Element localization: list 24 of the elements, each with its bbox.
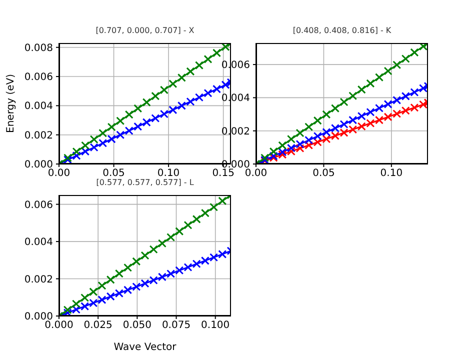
- chart-title: [0.707, 0.000, 0.707] - X: [94, 25, 196, 37]
- y-tick-label: 0.006: [24, 72, 53, 84]
- y-axis-title: Energy (eV): [6, 74, 17, 133]
- y-tick-label: 0.004: [24, 101, 53, 112]
- chart-title: [0.408, 0.408, 0.816] - K: [292, 25, 392, 37]
- x-tick-label: 0.10: [380, 168, 403, 180]
- x-tick-label: 0.025: [84, 320, 112, 332]
- x-tick-label: 0.000: [44, 320, 74, 332]
- x-tick-label: 0.05: [312, 168, 335, 180]
- y-tick-label: 0.006: [24, 200, 53, 211]
- y-tick-label: 0.004: [24, 237, 53, 248]
- x-tick-label: 0.00: [48, 168, 70, 180]
- x-tick-label: 0.100: [201, 320, 230, 332]
- x-tick-label: 0.05: [102, 168, 125, 180]
- x-tick-label: 0.050: [122, 320, 152, 332]
- y-tick-label: 0.002: [24, 274, 53, 286]
- x-tick-label: 0.15: [212, 168, 234, 180]
- y-tick-label: 0.008: [24, 42, 53, 54]
- y-tick-label: 0.002: [24, 130, 53, 142]
- x-tick-label: 0.10: [157, 168, 180, 180]
- x-tick-label: 0.00: [244, 168, 268, 180]
- chart-title: [0.577, 0.577, 0.577] - L: [96, 178, 194, 187]
- x-tick-label: 0.075: [162, 320, 191, 332]
- x-axis-title: Wave Vector: [114, 342, 178, 353]
